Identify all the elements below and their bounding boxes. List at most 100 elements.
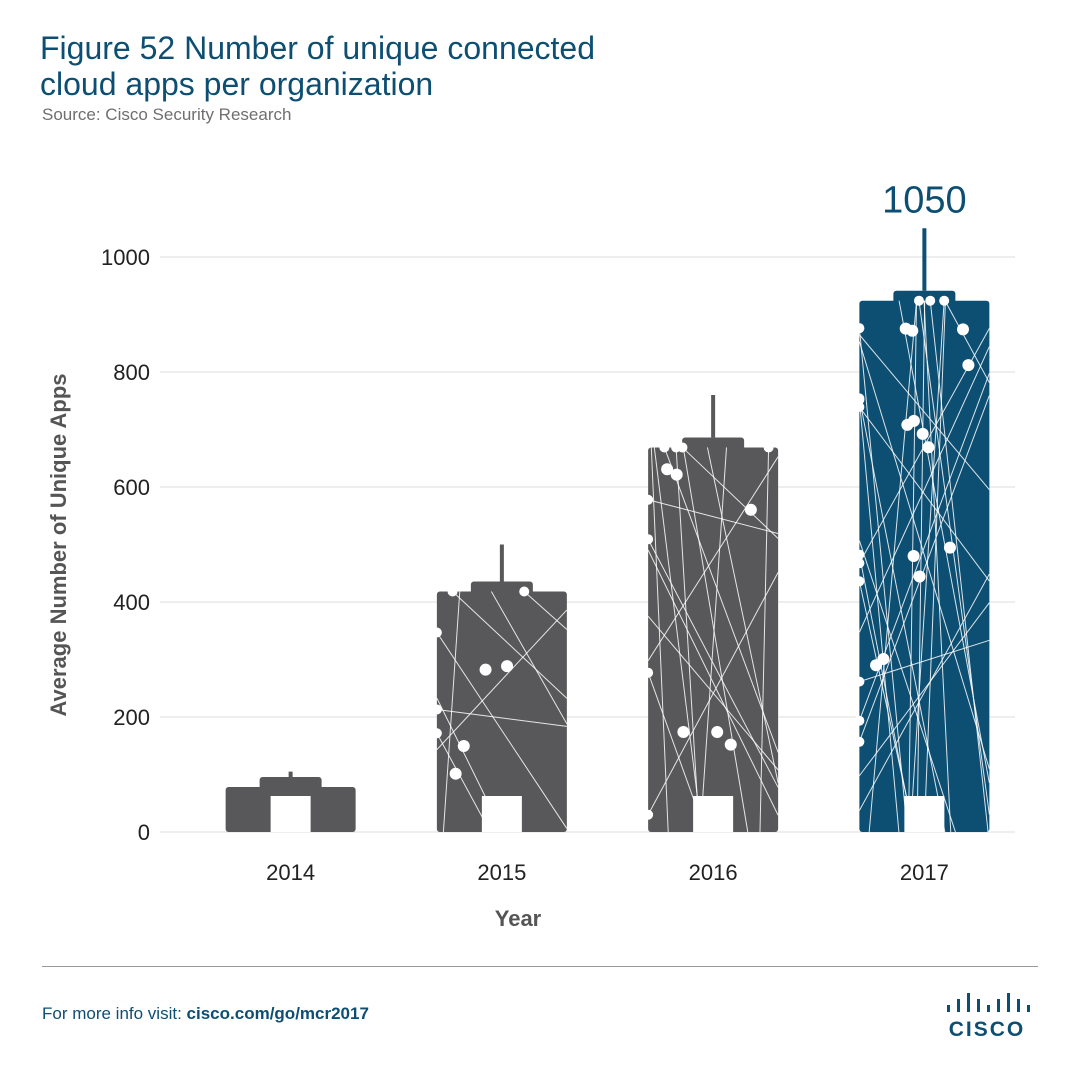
x-tick-label: 2016 xyxy=(689,860,738,885)
y-tick-label: 800 xyxy=(113,360,150,385)
network-node xyxy=(906,324,919,337)
y-tick-label: 200 xyxy=(113,705,150,730)
network-node xyxy=(854,558,865,569)
network-line xyxy=(858,395,990,742)
network-node xyxy=(913,295,924,306)
footer-divider xyxy=(42,966,1038,967)
network-line xyxy=(523,591,568,630)
network-line xyxy=(647,456,779,661)
network-line xyxy=(436,708,567,727)
x-tick-label: 2014 xyxy=(266,860,315,885)
x-tick-label: 2015 xyxy=(477,860,526,885)
y-axis-title: Average Number of Unique Apps xyxy=(46,373,71,716)
network-node xyxy=(901,418,914,431)
network-node xyxy=(962,359,975,372)
network-node xyxy=(922,441,935,454)
network-line xyxy=(699,447,728,833)
network-line xyxy=(675,447,700,833)
network-line xyxy=(909,300,945,833)
network-line xyxy=(682,447,779,539)
network-line xyxy=(858,573,990,811)
network-node xyxy=(877,653,890,666)
y-tick-label: 400 xyxy=(113,590,150,615)
network-line xyxy=(647,538,779,788)
network-node xyxy=(943,541,956,554)
network-node xyxy=(854,393,865,404)
network-node xyxy=(956,323,969,336)
footer-prefix: For more info visit: xyxy=(42,1004,187,1023)
network-node xyxy=(854,576,865,587)
network-node xyxy=(670,468,683,481)
network-node xyxy=(479,663,492,676)
y-tick-label: 0 xyxy=(138,820,150,845)
cisco-logo-text: CISCO xyxy=(948,1018,1026,1041)
network-node xyxy=(659,442,670,453)
network-node xyxy=(643,494,654,505)
network-line xyxy=(916,300,926,833)
bar-2016 xyxy=(643,395,779,833)
data-label: 1050 xyxy=(882,179,967,221)
network-node xyxy=(501,660,514,673)
chart-title-line-1: Figure 52 Number of unique connected xyxy=(40,30,596,66)
network-node xyxy=(854,549,865,560)
network-node xyxy=(449,767,462,780)
cisco-logo: CISCO xyxy=(940,992,1040,1042)
network-node xyxy=(913,570,926,583)
network-line xyxy=(650,447,669,833)
network-line xyxy=(706,447,779,783)
network-node xyxy=(431,728,442,739)
network-line xyxy=(663,447,779,753)
network-line xyxy=(436,632,568,829)
x-tick-label: 2017 xyxy=(900,860,949,885)
network-node xyxy=(677,726,690,739)
network-line xyxy=(653,447,703,833)
network-line xyxy=(923,300,952,833)
bar-2014 xyxy=(225,771,356,832)
network-line xyxy=(944,300,990,383)
network-node xyxy=(457,739,470,752)
network-node xyxy=(643,667,654,678)
network-line xyxy=(858,399,900,833)
bar-network-pattern xyxy=(643,442,779,833)
network-node xyxy=(744,503,757,516)
bar-door xyxy=(481,796,522,832)
chart-title: Figure 52 Number of unique connected clo… xyxy=(40,30,800,102)
bar-network-pattern xyxy=(854,295,990,833)
network-node xyxy=(724,738,737,751)
network-node xyxy=(643,534,654,545)
x-tick-labels: 2014 2015 2016 2017 xyxy=(266,860,949,885)
network-node xyxy=(854,715,865,726)
bar-network-pattern xyxy=(431,586,568,833)
network-node xyxy=(643,809,654,820)
network-line xyxy=(858,581,915,833)
network-node xyxy=(854,736,865,747)
footer-info: For more info visit: cisco.com/go/mcr201… xyxy=(42,1004,369,1024)
network-line xyxy=(647,499,779,535)
bar-door xyxy=(904,796,945,832)
bar-2017: 1050 xyxy=(854,179,990,833)
network-line xyxy=(759,447,770,833)
y-tick-labels: 0 200 400 600 800 1000 xyxy=(101,245,150,845)
bar xyxy=(859,300,990,832)
network-line xyxy=(490,591,568,725)
bar-door xyxy=(270,796,311,832)
chart-title-line-2: cloud apps per organization xyxy=(40,66,434,102)
cisco-bars-icon xyxy=(947,993,1030,1012)
network-node xyxy=(916,427,929,440)
network-line xyxy=(858,540,956,833)
network-line xyxy=(436,733,491,833)
network-node xyxy=(661,463,674,476)
network-node xyxy=(925,295,936,306)
network-line xyxy=(858,406,990,582)
network-node xyxy=(763,442,774,453)
bar-door xyxy=(693,796,734,832)
bars: 1050 xyxy=(225,179,990,833)
network-line xyxy=(452,591,568,699)
footer-link[interactable]: cisco.com/go/mcr2017 xyxy=(186,1004,369,1023)
network-line xyxy=(858,602,990,777)
network-line xyxy=(682,447,749,833)
network-line xyxy=(647,615,779,771)
bar-2015 xyxy=(431,544,568,833)
network-node xyxy=(854,402,865,413)
